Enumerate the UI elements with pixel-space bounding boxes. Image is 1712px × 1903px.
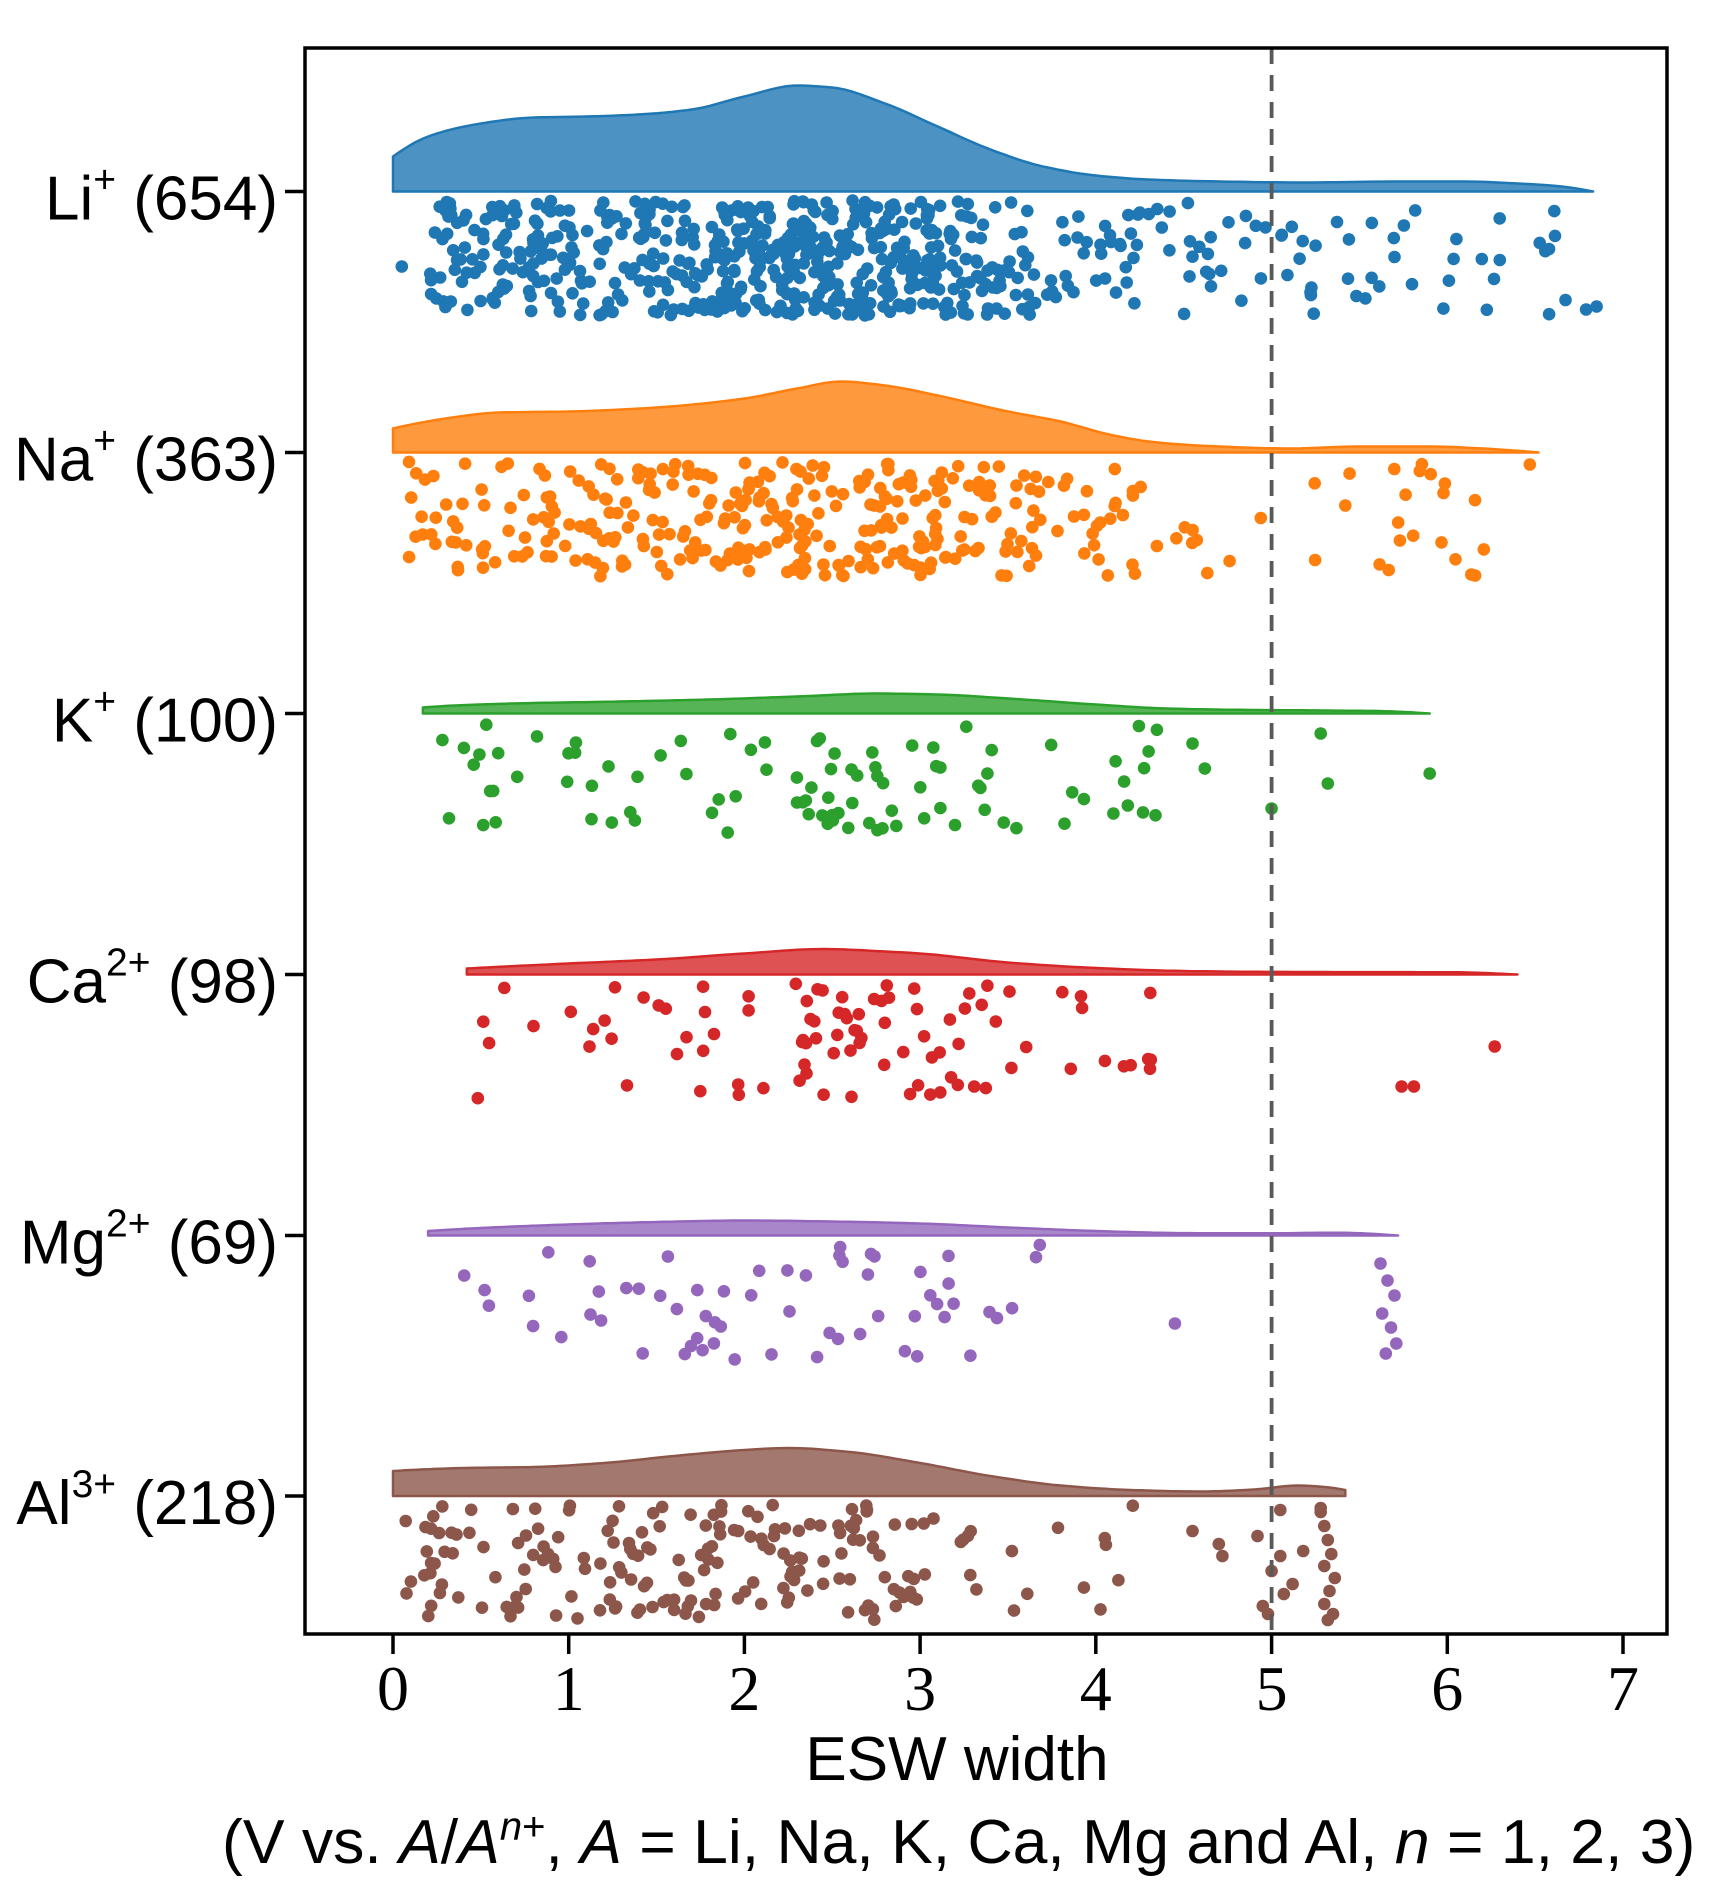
svg-text:5: 5 bbox=[1256, 1653, 1288, 1724]
svg-text:Al3+ (218): Al3+ (218) bbox=[16, 1463, 278, 1538]
svg-text:0: 0 bbox=[377, 1653, 409, 1724]
svg-text:2: 2 bbox=[728, 1653, 760, 1724]
svg-text:4: 4 bbox=[1080, 1653, 1112, 1724]
svg-text:7: 7 bbox=[1607, 1653, 1639, 1724]
svg-text:Ca2+ (98): Ca2+ (98) bbox=[27, 942, 278, 1017]
svg-text:1: 1 bbox=[553, 1653, 585, 1724]
svg-text:Li+ (654): Li+ (654) bbox=[45, 159, 278, 234]
svg-text:ESW width: ESW width bbox=[805, 1725, 1108, 1794]
svg-text:Mg2+ (69): Mg2+ (69) bbox=[20, 1203, 278, 1278]
svg-text:6: 6 bbox=[1431, 1653, 1463, 1724]
svg-text:(V vs. A/An+, A = Li, Na, K, C: (V vs. A/An+, A = Li, Na, K, Ca, Mg and … bbox=[222, 1805, 1695, 1877]
svg-text:K+ (100): K+ (100) bbox=[52, 681, 278, 756]
svg-text:3: 3 bbox=[904, 1653, 936, 1724]
svg-text:Na+ (363): Na+ (363) bbox=[14, 420, 278, 495]
